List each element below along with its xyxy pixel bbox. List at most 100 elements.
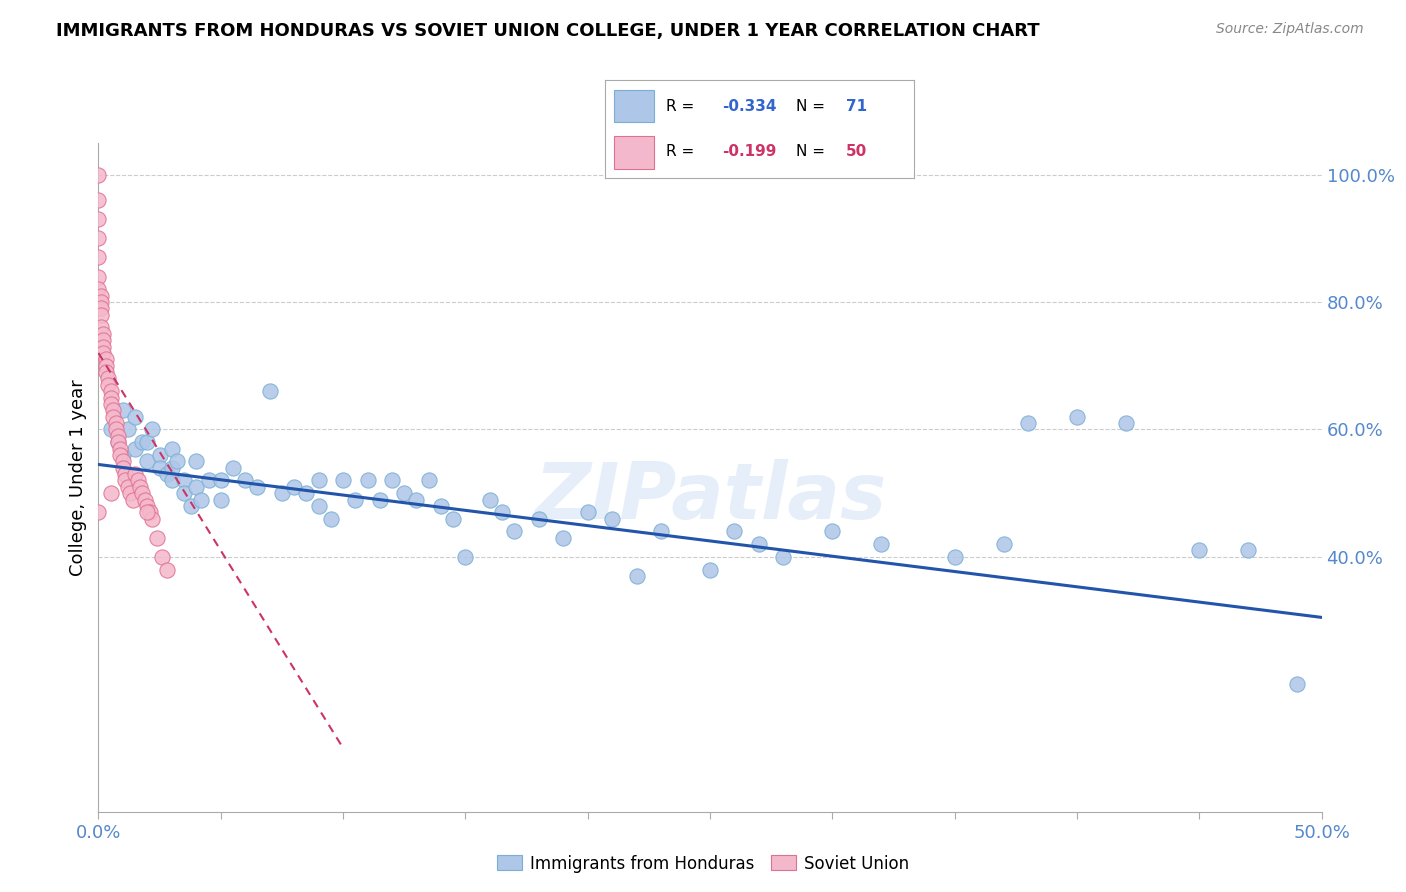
Point — [748, 537, 770, 551]
Point — [87, 168, 110, 182]
Point — [222, 460, 245, 475]
Point — [90, 308, 112, 322]
Point — [87, 505, 110, 519]
Point — [491, 505, 513, 519]
Point — [100, 486, 122, 500]
Point — [124, 409, 146, 424]
Text: ZIPatlas: ZIPatlas — [534, 459, 886, 535]
Point — [87, 282, 110, 296]
Point — [100, 397, 122, 411]
Point — [107, 435, 129, 450]
Point — [197, 474, 219, 488]
Point — [626, 569, 648, 583]
Point — [129, 480, 152, 494]
Point — [150, 549, 173, 564]
Point — [356, 474, 378, 488]
Text: 71: 71 — [846, 99, 868, 114]
Point — [1066, 409, 1088, 424]
Point — [308, 499, 330, 513]
Point — [117, 422, 139, 436]
Point — [160, 442, 183, 456]
FancyBboxPatch shape — [614, 136, 654, 169]
Text: R =: R = — [666, 99, 700, 114]
Text: -0.199: -0.199 — [723, 145, 776, 160]
Point — [136, 505, 159, 519]
Point — [246, 480, 269, 494]
Point — [94, 365, 117, 379]
Point — [101, 409, 124, 424]
Point — [100, 384, 122, 399]
Point — [90, 288, 112, 302]
Point — [270, 486, 294, 500]
Point — [91, 340, 114, 354]
Point — [430, 499, 453, 513]
Point — [993, 537, 1015, 551]
Point — [392, 486, 416, 500]
Point — [772, 549, 794, 564]
Point — [186, 480, 208, 494]
Point — [381, 474, 404, 488]
Point — [111, 454, 134, 468]
Point — [173, 474, 195, 488]
Point — [870, 537, 893, 551]
Point — [131, 486, 153, 500]
Point — [209, 474, 232, 488]
Point — [111, 448, 134, 462]
Text: -0.334: -0.334 — [723, 99, 776, 114]
Point — [90, 295, 112, 310]
Point — [344, 492, 367, 507]
Point — [146, 531, 169, 545]
Point — [104, 422, 127, 436]
Point — [91, 326, 114, 341]
Text: R =: R = — [666, 145, 700, 160]
Point — [503, 524, 526, 539]
Point — [127, 474, 149, 488]
Point — [259, 384, 281, 399]
Point — [190, 492, 212, 507]
Point — [101, 403, 124, 417]
Point — [1115, 416, 1137, 430]
Point — [600, 511, 623, 525]
Point — [100, 391, 122, 405]
Point — [332, 474, 354, 488]
Point — [1237, 543, 1260, 558]
Point — [87, 251, 110, 265]
Point — [87, 231, 110, 245]
Legend: Immigrants from Honduras, Soviet Union: Immigrants from Honduras, Soviet Union — [489, 848, 917, 880]
Point — [124, 467, 146, 481]
Point — [141, 422, 163, 436]
Point — [110, 442, 132, 456]
Point — [94, 359, 117, 373]
Point — [91, 333, 114, 347]
Point — [141, 511, 163, 525]
Point — [821, 524, 844, 539]
Point — [160, 460, 183, 475]
Point — [553, 531, 575, 545]
Point — [1017, 416, 1039, 430]
Point — [723, 524, 745, 539]
Point — [104, 416, 127, 430]
Point — [156, 467, 179, 481]
Point — [650, 524, 672, 539]
Point — [156, 563, 179, 577]
Point — [139, 505, 162, 519]
Point — [134, 492, 156, 507]
Point — [209, 492, 232, 507]
Point — [87, 212, 110, 227]
Point — [180, 499, 202, 513]
Y-axis label: College, Under 1 year: College, Under 1 year — [69, 379, 87, 575]
Text: N =: N = — [796, 145, 830, 160]
Point — [233, 474, 256, 488]
Point — [136, 499, 159, 513]
Point — [166, 454, 188, 468]
Point — [478, 492, 501, 507]
Point — [1286, 677, 1309, 691]
Point — [87, 193, 110, 207]
Point — [97, 377, 120, 392]
Point — [699, 563, 721, 577]
Point — [173, 486, 195, 500]
Text: Source: ZipAtlas.com: Source: ZipAtlas.com — [1216, 22, 1364, 37]
Point — [149, 460, 172, 475]
Point — [111, 403, 134, 417]
Point — [454, 549, 477, 564]
